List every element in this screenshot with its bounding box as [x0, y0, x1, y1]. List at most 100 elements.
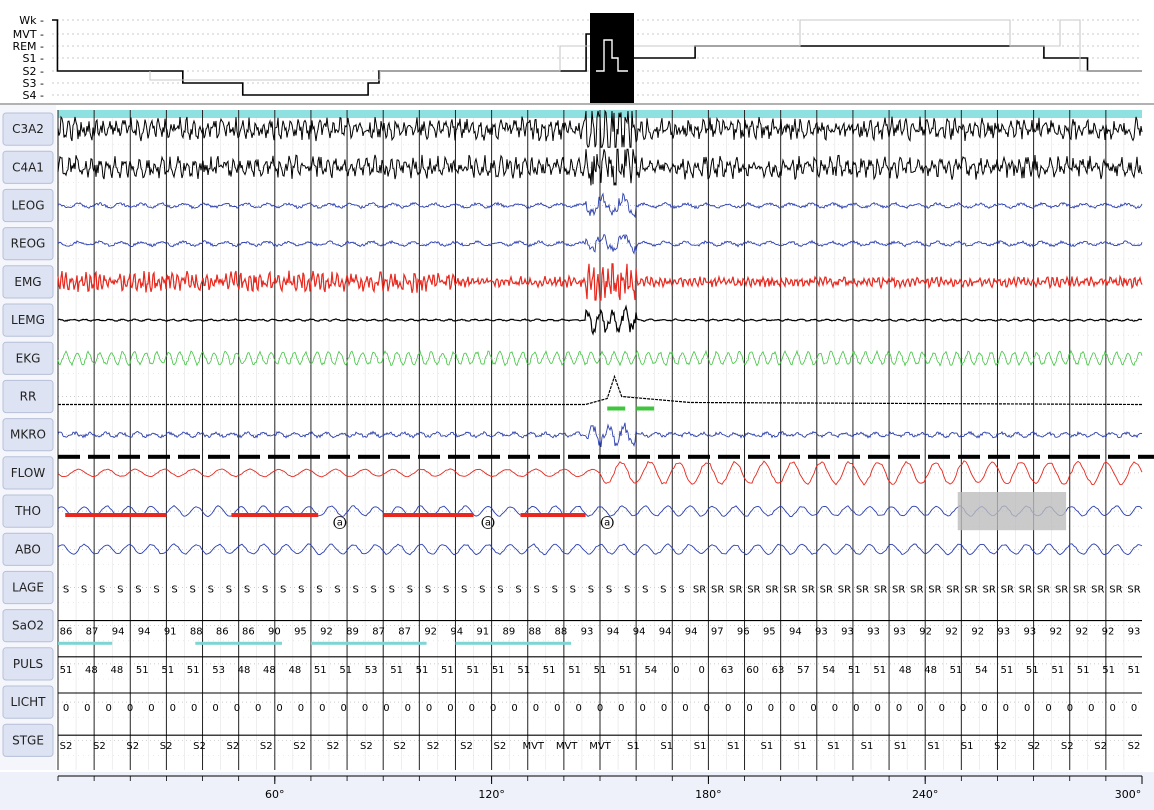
value-label: 0 — [699, 665, 705, 676]
channel-label: EMG — [14, 275, 41, 289]
value-label: S1 — [827, 741, 840, 752]
value-label: 0 — [704, 703, 710, 714]
hypnogram-ghost-trace — [149, 19, 1142, 81]
value-label: MVT — [589, 741, 611, 752]
channel-label-box — [2, 379, 54, 414]
value-label: 93 — [893, 627, 906, 638]
lemg-trace — [57, 304, 1143, 336]
channel-label-box — [2, 150, 54, 184]
value-label: 86 — [242, 627, 255, 638]
value-label: 0 — [170, 703, 176, 714]
value-label: S — [153, 584, 159, 595]
flow-event-mark — [928, 454, 950, 459]
hypnogram-stage-label: MVT - — [13, 28, 44, 41]
value-label: S — [588, 584, 594, 595]
value-label: S — [208, 584, 214, 595]
value-label: S — [515, 584, 521, 595]
channel-label-box — [2, 341, 54, 375]
leog-trace — [57, 192, 1143, 219]
value-label: S1 — [627, 741, 640, 752]
value-label: S — [371, 584, 377, 595]
value-label: SR — [928, 584, 941, 595]
value-label: 95 — [763, 627, 776, 638]
value-label: 0 — [874, 703, 880, 714]
value-label: S — [244, 584, 250, 595]
value-label: 89 — [346, 627, 359, 638]
value-label: S2 — [393, 741, 406, 752]
value-label: 0 — [405, 703, 411, 714]
value-label: S2 — [327, 741, 340, 752]
value-label: 94 — [607, 627, 620, 638]
desat-marker — [195, 641, 283, 645]
value-label: 94 — [659, 627, 672, 638]
value-label: 0 — [575, 703, 581, 714]
value-label: 0 — [426, 703, 432, 714]
channel-label-box — [2, 532, 54, 566]
flow-event-mark — [778, 454, 800, 459]
apnea-marker — [383, 513, 474, 518]
signal-plot-area: (a) (a) (a)S S S S S S S S S S S S S S S S S S S S S S S S S S S S S S S… — [57, 109, 1154, 770]
axis-tick-label: 120° — [478, 788, 505, 801]
value-label: 0 — [533, 703, 539, 714]
value-label: 0 — [276, 703, 282, 714]
value-label: SR — [874, 584, 887, 595]
value-label: S — [533, 584, 539, 595]
value-label: S1 — [694, 741, 707, 752]
value-label: SR — [1073, 584, 1086, 595]
channel-label: C4A1 — [12, 160, 44, 174]
value-label: S — [425, 584, 431, 595]
value-label: S — [352, 584, 358, 595]
value-label: 0 — [725, 703, 731, 714]
value-label: S — [226, 584, 232, 595]
value-label: 0 — [63, 703, 69, 714]
desat-marker — [310, 641, 427, 645]
value-label: 53 — [212, 665, 225, 676]
value-label: 51 — [60, 665, 73, 676]
flow-event-mark — [88, 454, 110, 459]
value-label: 0 — [1045, 703, 1051, 714]
value-label: 51 — [1026, 665, 1039, 676]
hypnogram-stage-label: S1 - — [23, 52, 44, 65]
value-label: S — [407, 584, 413, 595]
hypnogram-stage-label: S3 - — [23, 77, 44, 90]
value-label: 0 — [127, 703, 133, 714]
apnea-marker — [231, 513, 319, 518]
value-label: S — [678, 584, 684, 595]
value-label: 93 — [1128, 627, 1141, 638]
value-label: S1 — [761, 741, 774, 752]
value-label: S — [280, 584, 286, 595]
value-label: SR — [1127, 584, 1140, 595]
ekg-trace — [57, 349, 1143, 367]
value-label: 93 — [867, 627, 880, 638]
value-label: 48 — [288, 665, 301, 676]
value-label: S1 — [660, 741, 673, 752]
value-label: S — [99, 584, 105, 595]
value-label: 97 — [711, 627, 724, 638]
c3a2-trace — [57, 109, 1143, 149]
value-label: 92 — [945, 627, 958, 638]
value-label: 0 — [682, 703, 688, 714]
value-label: S — [262, 584, 268, 595]
value-label: 51 — [339, 665, 352, 676]
value-label: SR — [802, 584, 815, 595]
value-label: 63 — [772, 665, 785, 676]
value-label: S1 — [861, 741, 874, 752]
value-label: 0 — [1067, 703, 1073, 714]
value-label: 51 — [1128, 665, 1141, 676]
value-label: 51 — [314, 665, 327, 676]
flow-event-mark — [868, 454, 890, 459]
channel-label: PULS — [13, 657, 43, 671]
value-label: S — [479, 584, 485, 595]
value-label: 93 — [1023, 627, 1036, 638]
value-label: 0 — [447, 703, 453, 714]
flow-event-mark — [838, 454, 860, 459]
value-label: SR — [892, 584, 905, 595]
channel-label-box — [2, 227, 54, 261]
channel-label-box — [2, 494, 54, 528]
value-label: S2 — [93, 741, 106, 752]
value-label: S — [135, 584, 141, 595]
value-label: 60 — [746, 665, 759, 676]
value-label: 0 — [853, 703, 859, 714]
channel-label-box — [2, 456, 54, 490]
